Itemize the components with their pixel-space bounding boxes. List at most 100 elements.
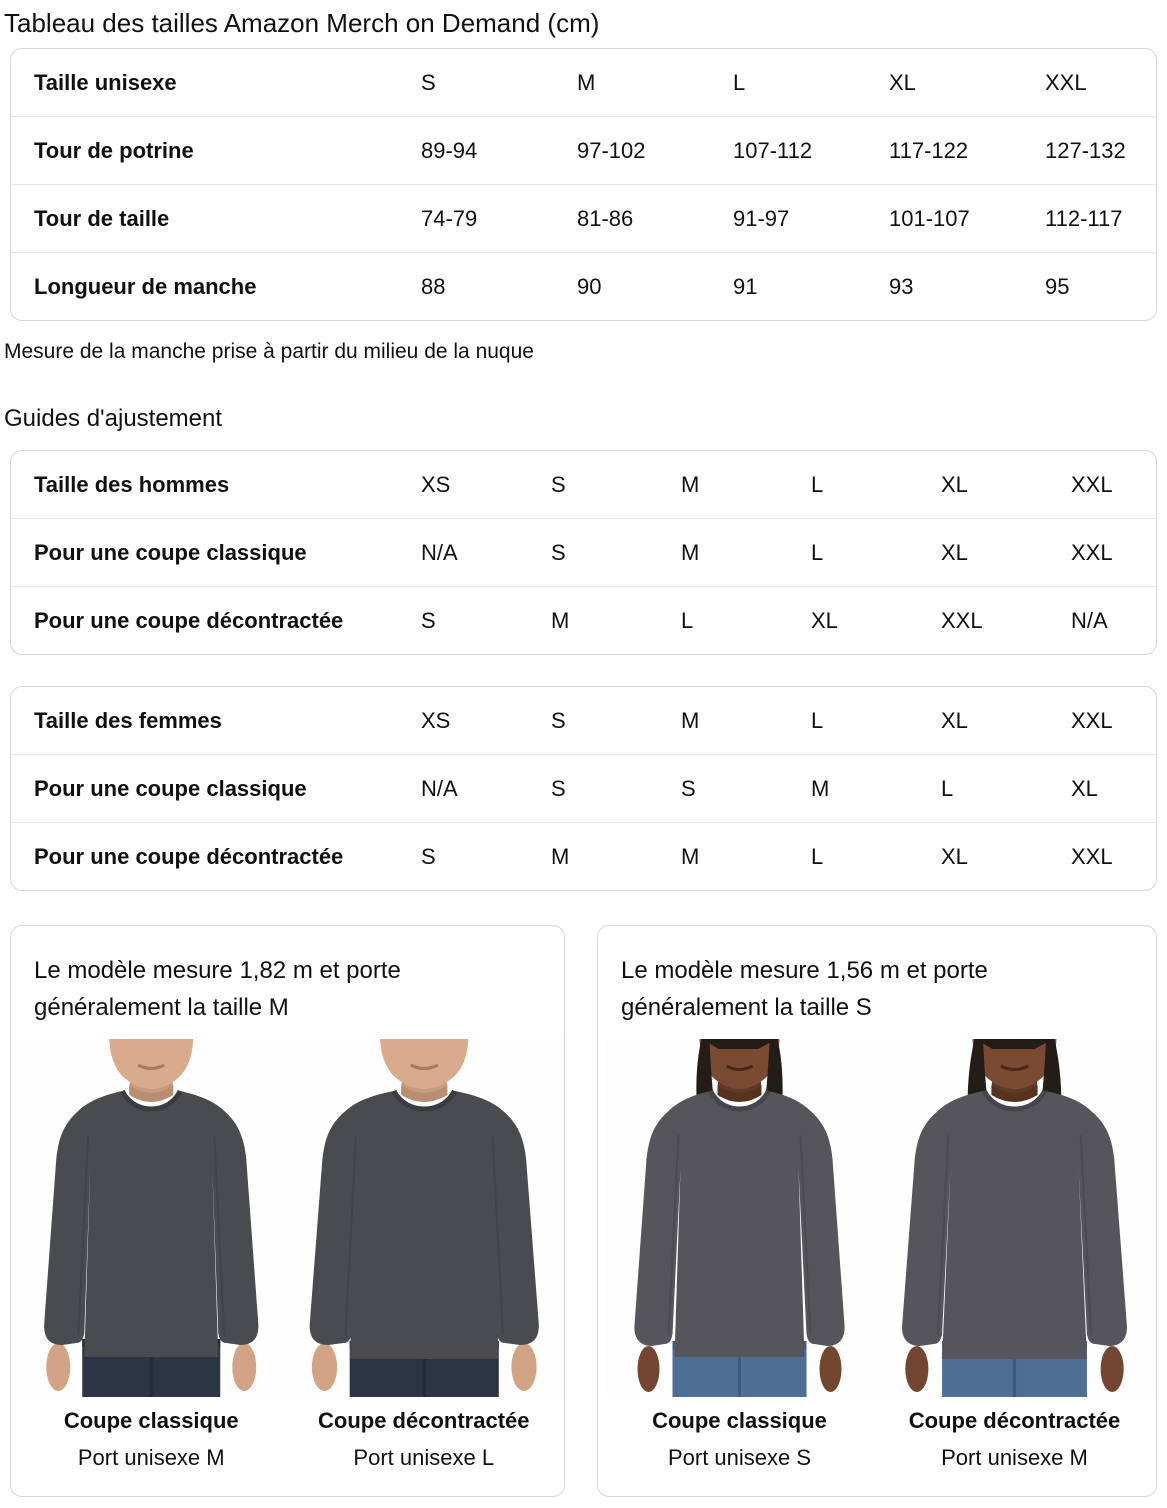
table-row: Taille unisexe S M L XL XXL: [11, 49, 1156, 116]
size-cell: 91: [733, 273, 758, 299]
size-cell: XS: [421, 471, 451, 497]
size-cell: 89-94: [421, 137, 478, 163]
model-card-women: Le modèle mesure 1,56 m et porte général…: [597, 925, 1157, 1497]
size-cell: XXL: [1071, 471, 1113, 497]
table-row: Pour une coupe décontractée S M M L XL X…: [11, 822, 1156, 890]
table-row: Tour de potrine 89-94 97-102 107-112 117…: [11, 116, 1156, 184]
size-cell: M: [551, 843, 570, 869]
model-card-heading: Le modèle mesure 1,56 m et porte général…: [621, 957, 988, 1021]
size-cell: S: [421, 607, 436, 633]
row-label: Taille des hommes: [34, 471, 230, 497]
fit-subcaption: Port unisexe S: [667, 1445, 812, 1470]
size-cell: L: [733, 69, 746, 95]
size-cell: L: [681, 607, 694, 633]
size-cell: XS: [421, 707, 451, 733]
size-cell: S: [551, 775, 566, 801]
size-cell: L: [941, 775, 954, 801]
model-card-men: Le modèle mesure 1,82 m et porte général…: [10, 925, 565, 1497]
size-cell: L: [811, 707, 824, 733]
size-cell: N/A: [421, 539, 458, 565]
size-cell: 117-122: [889, 137, 969, 163]
size-cell: M: [551, 607, 570, 633]
size-cell: S: [421, 69, 436, 95]
table-row: Pour une coupe classique N/A S M L XL XX…: [11, 518, 1156, 586]
size-cell: L: [811, 539, 824, 565]
fit-subcaption: Port unisexe M: [77, 1445, 225, 1470]
row-label: Pour une coupe classique: [34, 775, 307, 801]
size-cell: XL: [941, 539, 968, 565]
table-row: Pour une coupe classique N/A S S M L XL: [11, 754, 1156, 822]
figure-classic-fit: Coupe classique Port unisexe M: [17, 1039, 286, 1472]
size-cell: 81-86: [577, 205, 634, 231]
size-cell: XL: [1071, 775, 1098, 801]
fit-subcaption: Port unisexe L: [353, 1445, 495, 1470]
size-cell: N/A: [1071, 607, 1108, 633]
size-cell: M: [811, 775, 830, 801]
size-cell: 97-102: [577, 137, 646, 163]
table-row: Pour une coupe décontractée S M L XL XXL…: [11, 586, 1156, 654]
size-cell: 107-112: [733, 137, 813, 163]
women-fit-table: Taille des femmes XS S M L XL XXL Pour u…: [10, 686, 1157, 891]
fit-subcaption: Port unisexe M: [941, 1445, 1088, 1470]
model-cards: Le modèle mesure 1,82 m et porte général…: [10, 925, 1157, 1497]
row-label: Tour de potrine: [34, 137, 194, 163]
size-cell: S: [681, 775, 696, 801]
row-label: Taille des femmes: [34, 707, 222, 733]
row-label: Taille unisexe: [34, 69, 177, 95]
fit-caption: Coupe classique: [63, 1408, 239, 1433]
fit-caption: Coupe décontractée: [908, 1408, 1121, 1433]
fit-guides-heading: Guides d'ajustement: [4, 405, 223, 432]
size-cell: L: [811, 843, 824, 869]
men-fit-table: Taille des hommes XS S M L XL XXL Pour u…: [10, 450, 1157, 655]
size-cell: XL: [889, 69, 916, 95]
fit-caption: Coupe décontractée: [318, 1408, 530, 1433]
row-label: Pour une coupe décontractée: [34, 607, 344, 633]
female-model-classic-photo: [604, 1039, 875, 1397]
size-cell: XL: [941, 471, 968, 497]
row-label: Longueur de manche: [34, 273, 257, 299]
male-model-classic-photo: [17, 1039, 286, 1397]
size-cell: S: [551, 539, 566, 565]
size-cell: XXL: [1045, 69, 1087, 95]
size-cell: 112-117: [1045, 205, 1123, 231]
figure-relaxed-fit: Coupe décontractée Port unisexe M: [874, 1039, 1155, 1472]
female-model-relaxed-photo: [874, 1039, 1155, 1397]
size-cell: 93: [889, 273, 914, 299]
row-label: Pour une coupe décontractée: [34, 843, 344, 869]
size-cell: N/A: [421, 775, 458, 801]
figure-relaxed-fit: Coupe décontractée Port unisexe L: [284, 1039, 564, 1472]
size-cell: M: [681, 539, 700, 565]
figure-classic-fit: Coupe classique Port unisexe S: [604, 1039, 875, 1472]
size-cell: L: [811, 471, 824, 497]
size-cell: XXL: [1071, 707, 1113, 733]
table-row: Taille des hommes XS S M L XL XXL: [11, 451, 1156, 518]
size-cell: XXL: [941, 607, 983, 633]
fit-caption: Coupe classique: [652, 1408, 827, 1433]
row-label: Tour de taille: [34, 205, 170, 231]
size-cell: XL: [811, 607, 838, 633]
size-cell: S: [551, 471, 566, 497]
size-cell: M: [577, 69, 596, 95]
size-cell: XL: [941, 843, 968, 869]
size-cell: XL: [941, 707, 968, 733]
size-cell: M: [681, 843, 700, 869]
size-cell: 91-97: [733, 205, 790, 231]
size-cell: M: [681, 707, 700, 733]
size-cell: 95: [1045, 273, 1070, 299]
size-cell: XXL: [1071, 843, 1113, 869]
unisex-size-table: Taille unisexe S M L XL XXL Tour de potr…: [10, 48, 1157, 321]
table-row: Taille des femmes XS S M L XL XXL: [11, 687, 1156, 754]
model-card-heading: Le modèle mesure 1,82 m et porte général…: [34, 957, 401, 1021]
size-cell: 101-107: [889, 205, 970, 231]
size-cell: S: [421, 843, 436, 869]
table-row: Tour de taille 74-79 81-86 91-97 101-107…: [11, 184, 1156, 252]
size-cell: 74-79: [421, 205, 478, 231]
table-row: Longueur de manche 88 90 91 93 95: [11, 252, 1156, 320]
page-title: Tableau des tailles Amazon Merch on Dema…: [4, 8, 600, 38]
size-cell: 127-132: [1045, 137, 1126, 163]
size-cell: 90: [577, 273, 602, 299]
sleeve-measure-note: Mesure de la manche prise à partir du mi…: [4, 340, 534, 363]
size-cell: 88: [421, 273, 446, 299]
size-cell: S: [551, 707, 566, 733]
male-model-relaxed-photo: [284, 1039, 564, 1397]
